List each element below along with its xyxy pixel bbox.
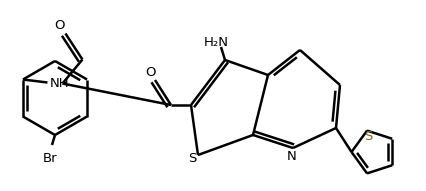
Text: Br: Br bbox=[43, 151, 58, 164]
Text: S: S bbox=[188, 152, 196, 165]
Text: O: O bbox=[145, 66, 155, 79]
Text: S: S bbox=[364, 130, 372, 143]
Text: N: N bbox=[287, 151, 297, 163]
Text: O: O bbox=[54, 19, 65, 32]
Text: H₂N: H₂N bbox=[204, 36, 228, 49]
Text: NH: NH bbox=[49, 77, 69, 90]
